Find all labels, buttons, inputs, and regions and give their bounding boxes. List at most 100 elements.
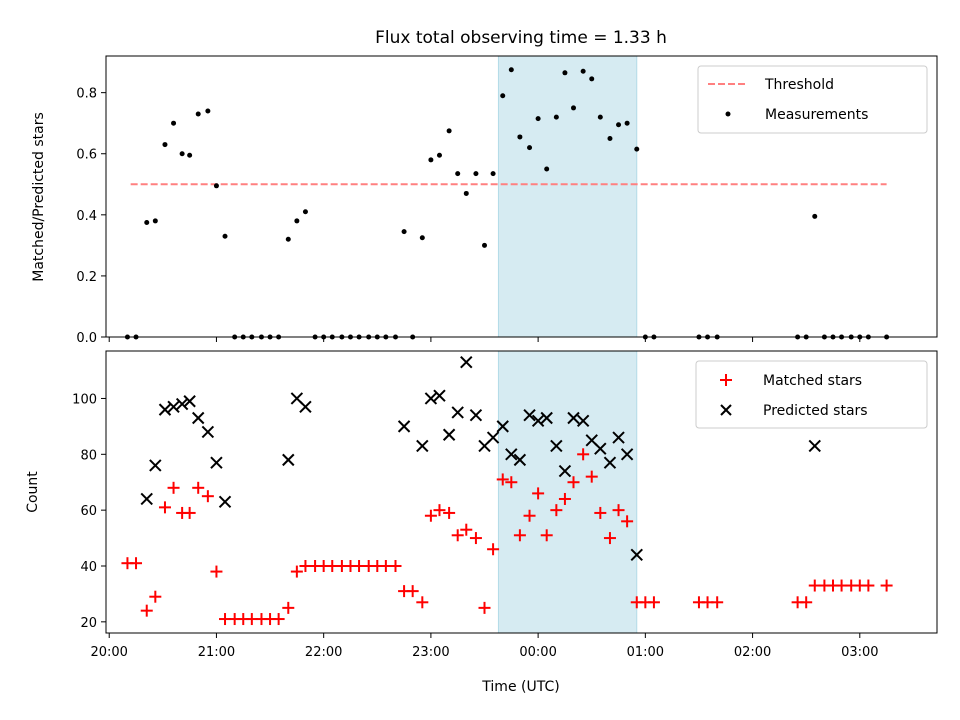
measurement-point [589, 76, 595, 82]
ratio-y-tick-label: 0.4 [76, 209, 97, 224]
measurement-point [144, 219, 150, 225]
ratio-y-axis-label: Matched/Predicted stars [31, 112, 47, 282]
ratio-y-tick-label: 0.8 [76, 87, 97, 102]
matched-star-point [577, 448, 590, 461]
matched-star-point [433, 504, 446, 517]
chart-title: Flux total observing time = 1.33 h [375, 28, 667, 48]
predicted-star-point [192, 411, 205, 425]
measurement-point [597, 114, 603, 120]
ratio-panel-frame [105, 55, 938, 338]
predicted-star-point [550, 439, 563, 453]
time-x-tick-label: 22:00 [305, 645, 342, 660]
legend-matched-swatch [720, 374, 732, 386]
predicted-star-point [416, 439, 429, 453]
predicted-star-point [218, 495, 232, 508]
matched-star-point [201, 490, 214, 503]
legend-predicted-swatch [720, 404, 732, 416]
legend-threshold-label: Threshold [764, 77, 834, 93]
count-y-tick-label: 60 [80, 504, 97, 519]
predicted-star-point [486, 431, 500, 444]
predicted-star-point [567, 411, 580, 425]
measurement-point [294, 218, 300, 224]
predicted-star-point [540, 411, 553, 425]
matched-star-point [416, 596, 429, 609]
predicted-star-point [612, 431, 625, 444]
legend-measurements-swatch [725, 111, 731, 117]
legend-matched-label: Matched stars [763, 373, 862, 389]
measurement-point [580, 68, 586, 74]
measurement-point [152, 218, 158, 224]
measurement-point [285, 236, 291, 242]
predicted-star-point [167, 400, 180, 414]
legend-measurements-label: Measurements [765, 107, 868, 123]
measurement-point [473, 171, 479, 177]
matched-star-point [149, 590, 162, 603]
matched-star-point [478, 601, 491, 614]
predicted-star-point [531, 414, 545, 428]
ratio-y-tick-label: 0.0 [76, 331, 97, 346]
measurement-point [517, 134, 523, 140]
measurement-point [527, 145, 533, 151]
ratio-y-axis: 0.0 0.2 0.4 0.6 0.8 [76, 87, 106, 346]
count-y-tick-label: 80 [80, 448, 97, 463]
predicted-star-point [282, 453, 295, 467]
measurement-point [624, 120, 630, 126]
measurement-point [428, 157, 434, 163]
measurement-point [213, 183, 219, 189]
predicted-star-point [523, 409, 536, 422]
matched-star-point [505, 476, 518, 489]
measurement-point [508, 67, 514, 73]
matched-star-point [424, 509, 437, 522]
predicted-star-point [513, 453, 527, 467]
measurement-point [535, 116, 541, 122]
matched-star-point [158, 501, 171, 514]
matched-star-point [290, 565, 303, 578]
matched-star-point [389, 559, 402, 572]
predicted-star-point [201, 425, 215, 439]
predicted-star-point [158, 403, 172, 416]
predicted-stars-points [140, 355, 821, 562]
measurement-point [463, 190, 469, 196]
predicted-star-point [505, 448, 518, 461]
matched-star-point [647, 596, 660, 609]
matched-star-point [540, 529, 553, 542]
predicted-star-point [451, 406, 464, 419]
predicted-star-point [620, 448, 634, 461]
predicted-star-point [183, 395, 196, 408]
predicted-star-point [594, 442, 607, 455]
matched-star-point [496, 473, 509, 486]
matched-star-point [585, 470, 598, 483]
predicted-star-point [808, 439, 821, 453]
count-legend-box [695, 360, 928, 429]
matched-star-point [612, 504, 625, 517]
time-x-tick-label: 23:00 [412, 645, 449, 660]
ratio-legend: Threshold Measurements [697, 65, 928, 134]
measurement-point [187, 152, 193, 158]
matched-star-point [800, 596, 813, 609]
matched-star-point [183, 506, 196, 519]
measurement-point [455, 171, 461, 177]
ratio-y-tick-label: 0.6 [76, 148, 97, 163]
time-x-tick-label: 20:00 [90, 645, 127, 660]
measurement-point [205, 108, 211, 114]
matched-star-point [880, 579, 893, 592]
count-y-tick-label: 20 [80, 616, 97, 631]
predicted-star-point [299, 400, 312, 414]
matched-star-point [513, 529, 526, 542]
predicted-star-point [149, 459, 162, 472]
matched-star-point [140, 604, 153, 617]
matched-star-point [603, 532, 616, 545]
ratio-y-tick-label: 0.2 [76, 270, 97, 285]
matched-star-point [130, 557, 143, 570]
legend-predicted-label: Predicted stars [763, 403, 868, 419]
measurement-point [302, 209, 308, 215]
measurement-point [446, 128, 452, 134]
count-y-tick-label: 40 [80, 560, 97, 575]
predicted-star-point [496, 420, 509, 433]
time-x-axis-label: Time (UTC) [481, 679, 559, 695]
matched-star-point [192, 481, 205, 494]
matched-star-point [711, 596, 724, 609]
matched-star-point [523, 509, 536, 522]
measurement-point [571, 105, 577, 111]
ratio-x-ticks [108, 337, 861, 342]
